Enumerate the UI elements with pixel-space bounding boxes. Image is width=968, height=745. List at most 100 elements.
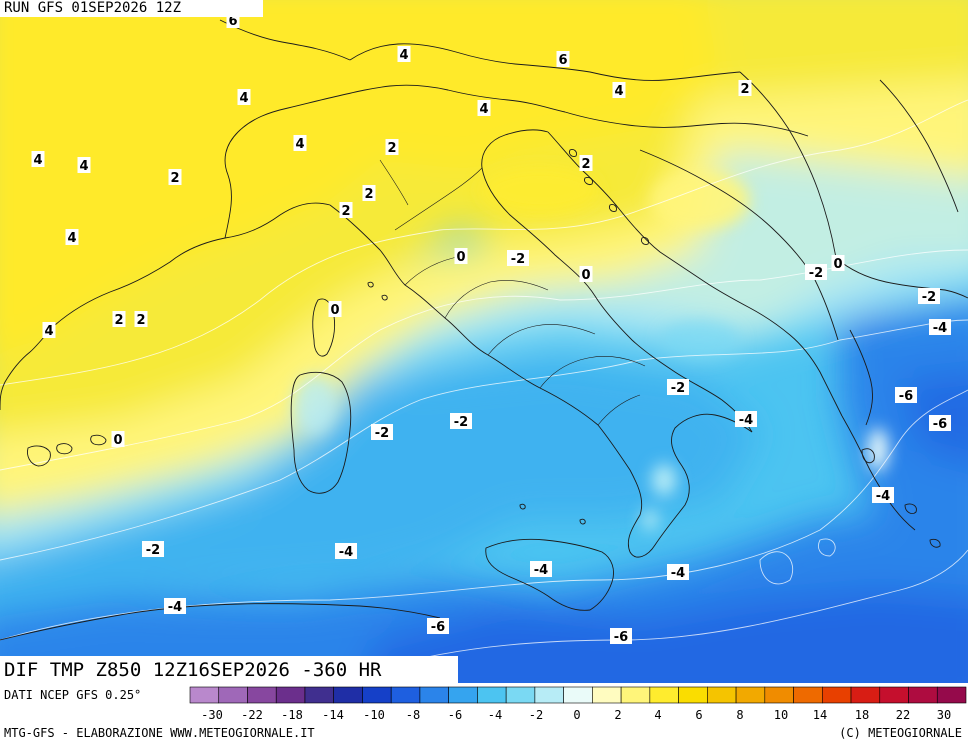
contour-label-box	[579, 266, 593, 282]
legend-swatch	[333, 686, 363, 704]
contour-label-box	[735, 411, 757, 427]
contour-label-box	[31, 151, 45, 167]
contour-label: 0	[330, 303, 339, 318]
contour-label-box	[929, 319, 951, 335]
contour-label: 4	[67, 231, 76, 246]
contour-label: -6	[614, 630, 628, 645]
legend-swatch	[707, 686, 737, 704]
legend-swatch	[735, 686, 766, 704]
color-scale-legend: -30 -22 -18 -14 -10 -8 -6 -4 -2 0 2 4 6 8 10 14 18 22 30	[189, 686, 967, 722]
contour-label: 2	[341, 204, 350, 219]
legend-tick-label: -14	[322, 708, 344, 722]
isotherm-lines	[0, 99, 968, 683]
contour-label-box	[612, 82, 626, 98]
contour-label-box	[112, 311, 126, 327]
contour-label-box	[450, 413, 472, 429]
contour-label: -2	[671, 381, 685, 396]
contour-label: 2	[364, 187, 373, 202]
contour-label-box	[77, 157, 91, 173]
legend-swatch	[649, 686, 679, 704]
contour-label: -4	[739, 413, 753, 428]
legend-swatch	[304, 686, 335, 704]
contour-label-box	[805, 264, 827, 280]
legend-swatch	[505, 686, 536, 704]
contour-label-box	[831, 255, 845, 271]
contour-label: -2	[922, 290, 936, 305]
legend-swatch	[275, 686, 306, 704]
legend-tick-label: 4	[654, 708, 661, 722]
contour-label: -2	[375, 426, 389, 441]
contour-label-box	[164, 598, 186, 614]
contour-label-box	[339, 202, 353, 218]
contour-label: 2	[136, 313, 145, 328]
contour-label: -6	[431, 620, 445, 635]
legend-tick-label: -6	[448, 708, 462, 722]
contour-label: -4	[876, 489, 890, 504]
legend-tick-label: -18	[281, 708, 303, 722]
contour-label-box	[42, 322, 56, 338]
contour-label-box	[385, 139, 399, 155]
contour-label: 2	[581, 157, 590, 172]
legend-tick-label: -22	[241, 708, 263, 722]
contour-label-box	[738, 80, 752, 96]
legend-swatch	[821, 686, 852, 704]
contour-label: -2	[511, 252, 525, 267]
legend-swatch	[592, 686, 622, 704]
contour-label-box	[397, 46, 411, 62]
legend-swatch	[850, 686, 881, 704]
contour-label-box	[579, 155, 593, 171]
legend-swatch	[477, 686, 507, 704]
legend-swatch	[218, 686, 248, 704]
contour-label-box	[237, 89, 251, 105]
contour-label: 0	[113, 433, 122, 448]
contour-label: -4	[168, 600, 182, 615]
legend-tick-label: 8	[736, 708, 743, 722]
contour-label: 0	[456, 250, 465, 265]
legend-tick-label: 22	[896, 708, 910, 722]
contour-label: 2	[740, 82, 749, 97]
contour-label: 0	[833, 257, 842, 272]
contour-label: -4	[339, 545, 353, 560]
contour-label: 4	[239, 91, 248, 106]
contour-label-box	[168, 169, 182, 185]
legend-swatch	[678, 686, 708, 704]
coastlines-and-borders	[0, 19, 968, 641]
contour-label: -2	[809, 266, 823, 281]
legend-swatch	[448, 686, 478, 704]
legend-tick-label: -2	[529, 708, 543, 722]
contour-label-box	[328, 301, 342, 317]
contour-label-box	[65, 229, 79, 245]
legend-swatch	[362, 686, 392, 704]
legend-swatch	[390, 686, 421, 704]
contour-label: 4	[479, 102, 488, 117]
contour-label: 2	[170, 171, 179, 186]
legend-swatch	[534, 686, 564, 704]
contour-label-box	[371, 424, 393, 440]
legend-swatch	[247, 686, 277, 704]
legend-tick-label: -30	[201, 708, 223, 722]
legend-swatch	[764, 686, 794, 704]
contour-label-box	[530, 561, 552, 577]
legend-tick-label: 30	[937, 708, 951, 722]
legend-tick-label: 14	[813, 708, 827, 722]
contour-label: -4	[534, 563, 548, 578]
contour-label-box	[427, 618, 449, 634]
legend-swatch	[419, 686, 449, 704]
contour-label: -4	[671, 566, 685, 581]
contour-label-box	[929, 415, 951, 431]
run-label: RUN GFS 01SEP2026 12Z	[0, 0, 263, 17]
legend-swatch	[793, 686, 823, 704]
credits-right: (C) METEOGIORNALE	[839, 726, 962, 740]
map-title: DIF TMP Z850 12Z16SEP2026 -360 HR	[0, 656, 458, 684]
legend-swatch	[936, 686, 967, 704]
contour-label-box	[293, 135, 307, 151]
legend-tick-label: -8	[406, 708, 420, 722]
contour-label-box	[335, 543, 357, 559]
credits-left: MTG-GFS - ELABORAZIONE WWW.METEOGIORNALE…	[4, 726, 315, 740]
contour-label: 2	[387, 141, 396, 156]
contour-label: 4	[44, 324, 53, 339]
contour-label: 2	[114, 313, 123, 328]
contour-label-box	[872, 487, 894, 503]
contour-label-box	[454, 248, 468, 264]
